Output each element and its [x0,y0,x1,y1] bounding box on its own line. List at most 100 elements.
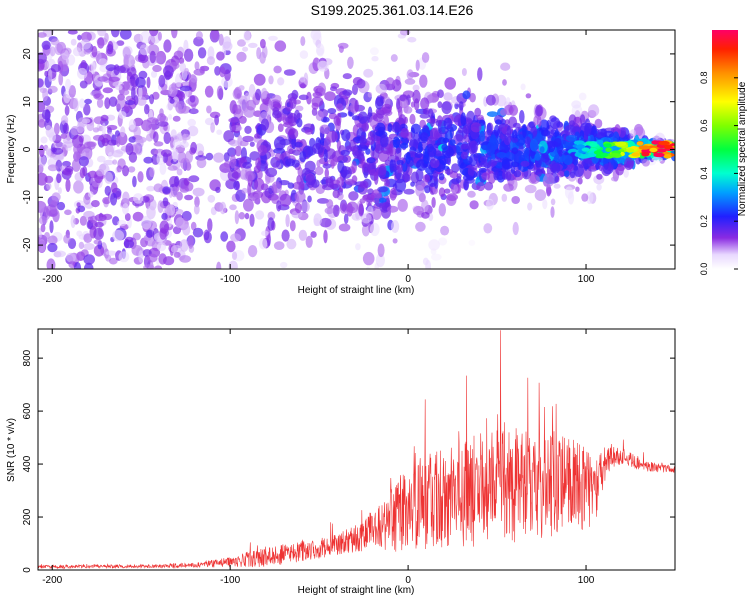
spectrogram-cell [609,152,620,158]
spectrogram-cell [211,30,219,40]
spectrogram-cell [38,239,46,253]
spectrogram-cell [99,133,112,143]
spectrogram-cell [312,91,323,98]
spectrogram-cell [577,177,583,185]
spectrogram-cell [119,30,132,40]
spectrogram-cell [149,94,155,105]
spectrogram-cell [188,74,198,87]
spectrogram-cell [92,134,104,141]
spectrogram-cell [514,134,526,147]
spectrogram-cell [169,98,175,104]
spectrogram-cell [383,115,389,127]
spectrogram-cell [184,194,194,201]
spectrogram-cell [248,7,253,15]
spectrogram-cell [94,221,104,228]
spectrogram-cell [79,80,88,89]
spectrogram-cell [238,212,245,220]
spectrogram-cell [332,189,340,199]
spectrogram-cell [356,30,360,31]
spectrogram-y-axis: -20 -10 0 10 20 [22,48,675,252]
spectrogram-cell [160,89,171,96]
spectrogram-cell [111,150,124,158]
spectrogram-cell [460,112,467,127]
spectrogram-cell [540,153,550,163]
spectrogram-cell [543,173,555,187]
spectrogram-cell [159,162,167,175]
spectrogram-cell [83,243,95,250]
spectrogram-cell [391,220,400,233]
spectrogram-cell [192,227,204,238]
spectrogram-cell [294,141,303,148]
spectrogram-cell [106,124,118,131]
spectrogram-cell [365,266,371,269]
spectrogram-cell [317,82,326,96]
spectrogram-cell [367,92,373,98]
spectrogram-cell [300,15,305,27]
spectrogram-cell [593,150,604,155]
spectrogram-cell [663,154,672,159]
spectrogram-cell [147,44,160,56]
spectrogram-cell [324,207,334,215]
spectrogram-cell [214,66,221,76]
spectrogram-cell [249,141,255,147]
spectrogram-cell [415,184,424,197]
spectrogram-cell [651,140,659,145]
spectrogram-cell [467,165,475,178]
spectrogram-cell [125,236,134,242]
spectrogram-cell [299,83,306,89]
spectrogram-cell [442,137,450,144]
spectrogram-cell [218,33,224,46]
spectrogram-cell [260,38,266,49]
spectrogram-cell [398,106,403,119]
spectrogram-cell [96,98,104,108]
spectrogram-cell [228,260,238,269]
spectrogram-cell [403,188,415,195]
spectrogram-cell [277,77,285,86]
spectrogram-cell [168,114,173,120]
spectrogram-cell [38,101,46,113]
spectrogram-cell [511,147,519,155]
spectrogram-cell [419,113,430,119]
spectrogram-cell [396,159,404,166]
spectrogram-cell [564,170,570,178]
spectrogram-cell [357,111,368,124]
spectrogram-cell [170,244,183,254]
spectrogram-cell [299,76,306,83]
spectrogram-cell [78,156,89,167]
spectrogram-cell [94,213,107,222]
spectrogram-cell [110,192,118,206]
spectrogram-cell [216,129,223,135]
spectrogram-cell [154,265,163,269]
spectrogram-cell [389,159,397,172]
spectrogram-cell [520,160,530,167]
spectrogram-cell [91,200,100,208]
spectrogram-cell [206,105,212,114]
spectrogram-cell [80,31,92,43]
spectrogram-cell [252,193,261,204]
spectrogram-cell [248,84,256,98]
spectrogram-cell [46,182,52,190]
spectrogram-cell [310,231,317,238]
spectrogram-cell [135,136,147,143]
spectrogram-cell [273,241,285,251]
spectrogram-cell [125,142,134,156]
spectrogram-cell [113,64,120,76]
spectrogram-cell [314,166,324,176]
spectrogram-cell [73,152,82,161]
spectrogram-cell [651,156,663,162]
spectrogram-cell [65,78,71,91]
spectrogram-cell [216,85,224,100]
spectrogram-cell [428,108,434,119]
spectrogram-cell [149,167,155,178]
spectrogram-cell [93,239,102,245]
spectrogram-cell [311,102,319,110]
spectrogram-cell [104,171,113,184]
spectrogram-cell [77,205,86,213]
spectrogram-cell [312,143,324,154]
spectrogram-cell [229,139,240,147]
spectrogram-cell [125,100,136,106]
spectrogram-cell [449,139,456,146]
spectrogram-cell [421,211,430,219]
spectrogram-cell [93,244,105,257]
